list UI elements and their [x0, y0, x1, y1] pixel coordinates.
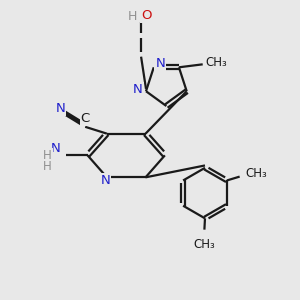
Text: CH₃: CH₃ [193, 238, 215, 251]
Text: C: C [81, 112, 90, 125]
Text: N: N [100, 174, 110, 188]
Text: H: H [43, 149, 52, 162]
Text: H: H [43, 160, 52, 173]
Text: N: N [133, 83, 142, 96]
Text: H: H [128, 10, 137, 23]
Text: N: N [56, 102, 65, 115]
Text: CH₃: CH₃ [205, 56, 227, 69]
Text: N: N [51, 142, 61, 155]
Text: CH₃: CH₃ [246, 167, 268, 180]
Text: O: O [141, 9, 152, 22]
Text: N: N [155, 57, 165, 70]
